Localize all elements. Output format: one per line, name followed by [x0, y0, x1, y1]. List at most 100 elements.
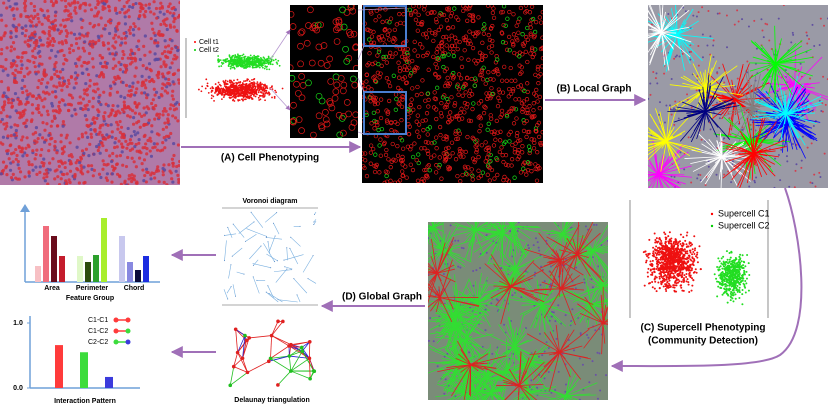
cell — [313, 26, 320, 34]
cell — [39, 153, 43, 157]
cell — [29, 1, 33, 6]
cell — [425, 132, 430, 137]
cell — [491, 6, 496, 11]
cell — [774, 157, 777, 160]
edge — [648, 174, 659, 188]
cell — [448, 110, 453, 115]
point — [210, 97, 213, 100]
cell — [494, 118, 499, 124]
cell — [420, 118, 425, 124]
point — [229, 67, 232, 70]
edge — [661, 32, 666, 66]
cell — [389, 127, 394, 133]
cell — [52, 28, 56, 32]
cell — [133, 133, 137, 137]
cell — [84, 131, 88, 135]
cell — [539, 64, 543, 69]
point — [272, 59, 275, 62]
cell — [428, 10, 434, 15]
edge — [751, 113, 787, 120]
edge — [704, 88, 713, 119]
cell — [701, 33, 704, 36]
cell — [57, 164, 61, 168]
cell — [452, 6, 457, 11]
cell — [157, 133, 161, 137]
cell — [19, 149, 23, 154]
point — [243, 94, 245, 97]
cell — [85, 67, 89, 71]
edge — [772, 48, 776, 64]
cell — [535, 99, 540, 104]
cell — [70, 1, 74, 5]
edge — [702, 86, 706, 112]
cell — [105, 61, 109, 66]
point — [257, 91, 260, 94]
cell — [538, 46, 543, 52]
cell — [106, 123, 110, 127]
point — [235, 84, 237, 87]
cell — [162, 75, 166, 79]
cell — [532, 33, 538, 39]
cell — [156, 41, 160, 45]
point — [263, 67, 266, 70]
cell — [146, 138, 150, 143]
cell — [667, 13, 670, 16]
point — [248, 89, 251, 92]
cell — [697, 173, 700, 176]
cell — [509, 78, 514, 83]
cell — [470, 45, 476, 51]
cell — [83, 40, 87, 44]
cell — [362, 80, 365, 85]
cell — [49, 48, 54, 53]
cell — [415, 113, 420, 118]
cell — [368, 143, 374, 148]
point — [645, 261, 648, 264]
cell — [111, 66, 115, 70]
cell — [2, 1, 6, 5]
cell — [0, 18, 4, 22]
cell — [66, 9, 70, 13]
cell — [8, 144, 12, 148]
cell — [352, 44, 358, 51]
cell — [30, 103, 34, 107]
cell — [150, 130, 154, 134]
point — [237, 92, 239, 95]
cell — [454, 136, 459, 142]
cell — [108, 91, 112, 96]
cell — [395, 143, 400, 149]
point — [262, 93, 265, 96]
cell — [116, 104, 120, 108]
cell — [65, 181, 69, 185]
cell — [47, 149, 51, 153]
cell — [19, 59, 23, 63]
cell — [142, 106, 146, 110]
cell — [489, 43, 495, 49]
cell — [352, 43, 358, 51]
cell — [109, 113, 113, 117]
cell — [38, 170, 42, 174]
cell — [123, 96, 127, 100]
cell — [505, 16, 510, 21]
cell — [18, 111, 22, 115]
cell — [11, 71, 15, 76]
point — [232, 99, 234, 102]
edge — [659, 5, 662, 33]
cell — [524, 97, 530, 102]
edge — [704, 54, 712, 89]
cell — [45, 175, 49, 179]
cell — [520, 107, 525, 112]
cell — [173, 102, 178, 106]
cell — [137, 141, 141, 145]
cell — [451, 49, 456, 55]
edge — [716, 140, 723, 157]
cell — [51, 43, 55, 48]
cell — [453, 35, 458, 40]
cell — [696, 75, 699, 78]
edge — [683, 75, 706, 90]
cell — [1, 65, 5, 69]
edge — [676, 34, 691, 65]
zoom-image — [290, 72, 358, 138]
cell — [511, 12, 516, 17]
cell — [84, 81, 88, 86]
cell — [59, 140, 63, 144]
